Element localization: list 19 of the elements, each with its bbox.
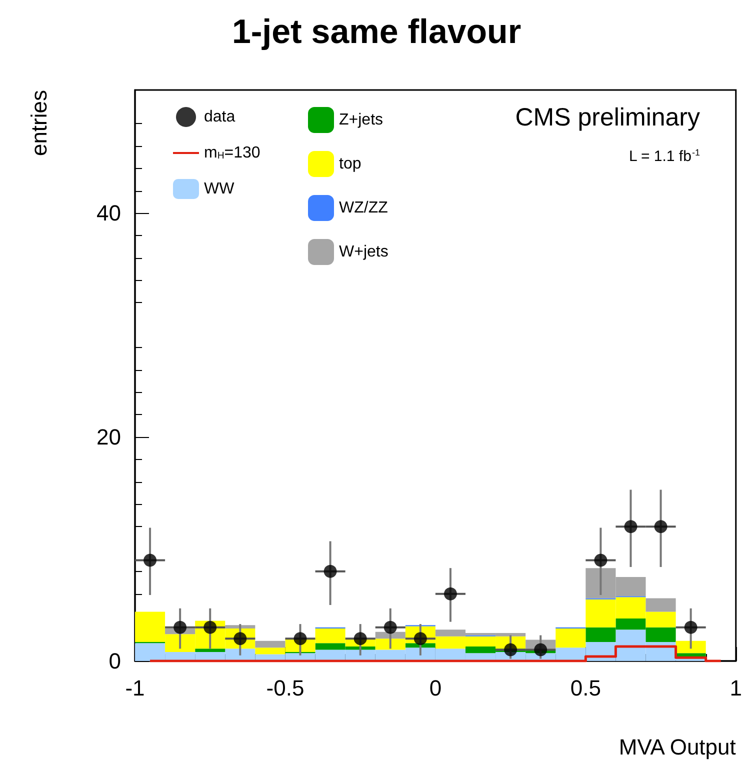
legend-label: Z+jets (339, 112, 384, 128)
x-tick-label: -1 (125, 676, 145, 700)
legend-label: WZ/ZZ (339, 200, 388, 216)
y-tick-label: 20 (96, 424, 121, 450)
annotation: CMS preliminary (515, 104, 700, 132)
x-tick-label: 0 (429, 676, 442, 700)
x-tick-label: 0.5 (570, 676, 601, 700)
legend-label: top (339, 156, 362, 172)
y-tick-label: 0 (108, 648, 121, 674)
legend-label: W+jets (339, 244, 388, 260)
y-tick-label: 40 (96, 200, 121, 226)
y-axis-title: entries (26, 90, 52, 156)
x-tick-label: 1 (730, 676, 742, 700)
x-tick-label: -0.5 (266, 676, 304, 700)
legend-label: mH=130 (204, 144, 260, 162)
legend-label: data (204, 108, 236, 126)
chart-title: 1-jet same flavour (232, 13, 522, 51)
x-axis-title: MVA Output (618, 734, 736, 760)
legend-label: WW (204, 180, 236, 198)
